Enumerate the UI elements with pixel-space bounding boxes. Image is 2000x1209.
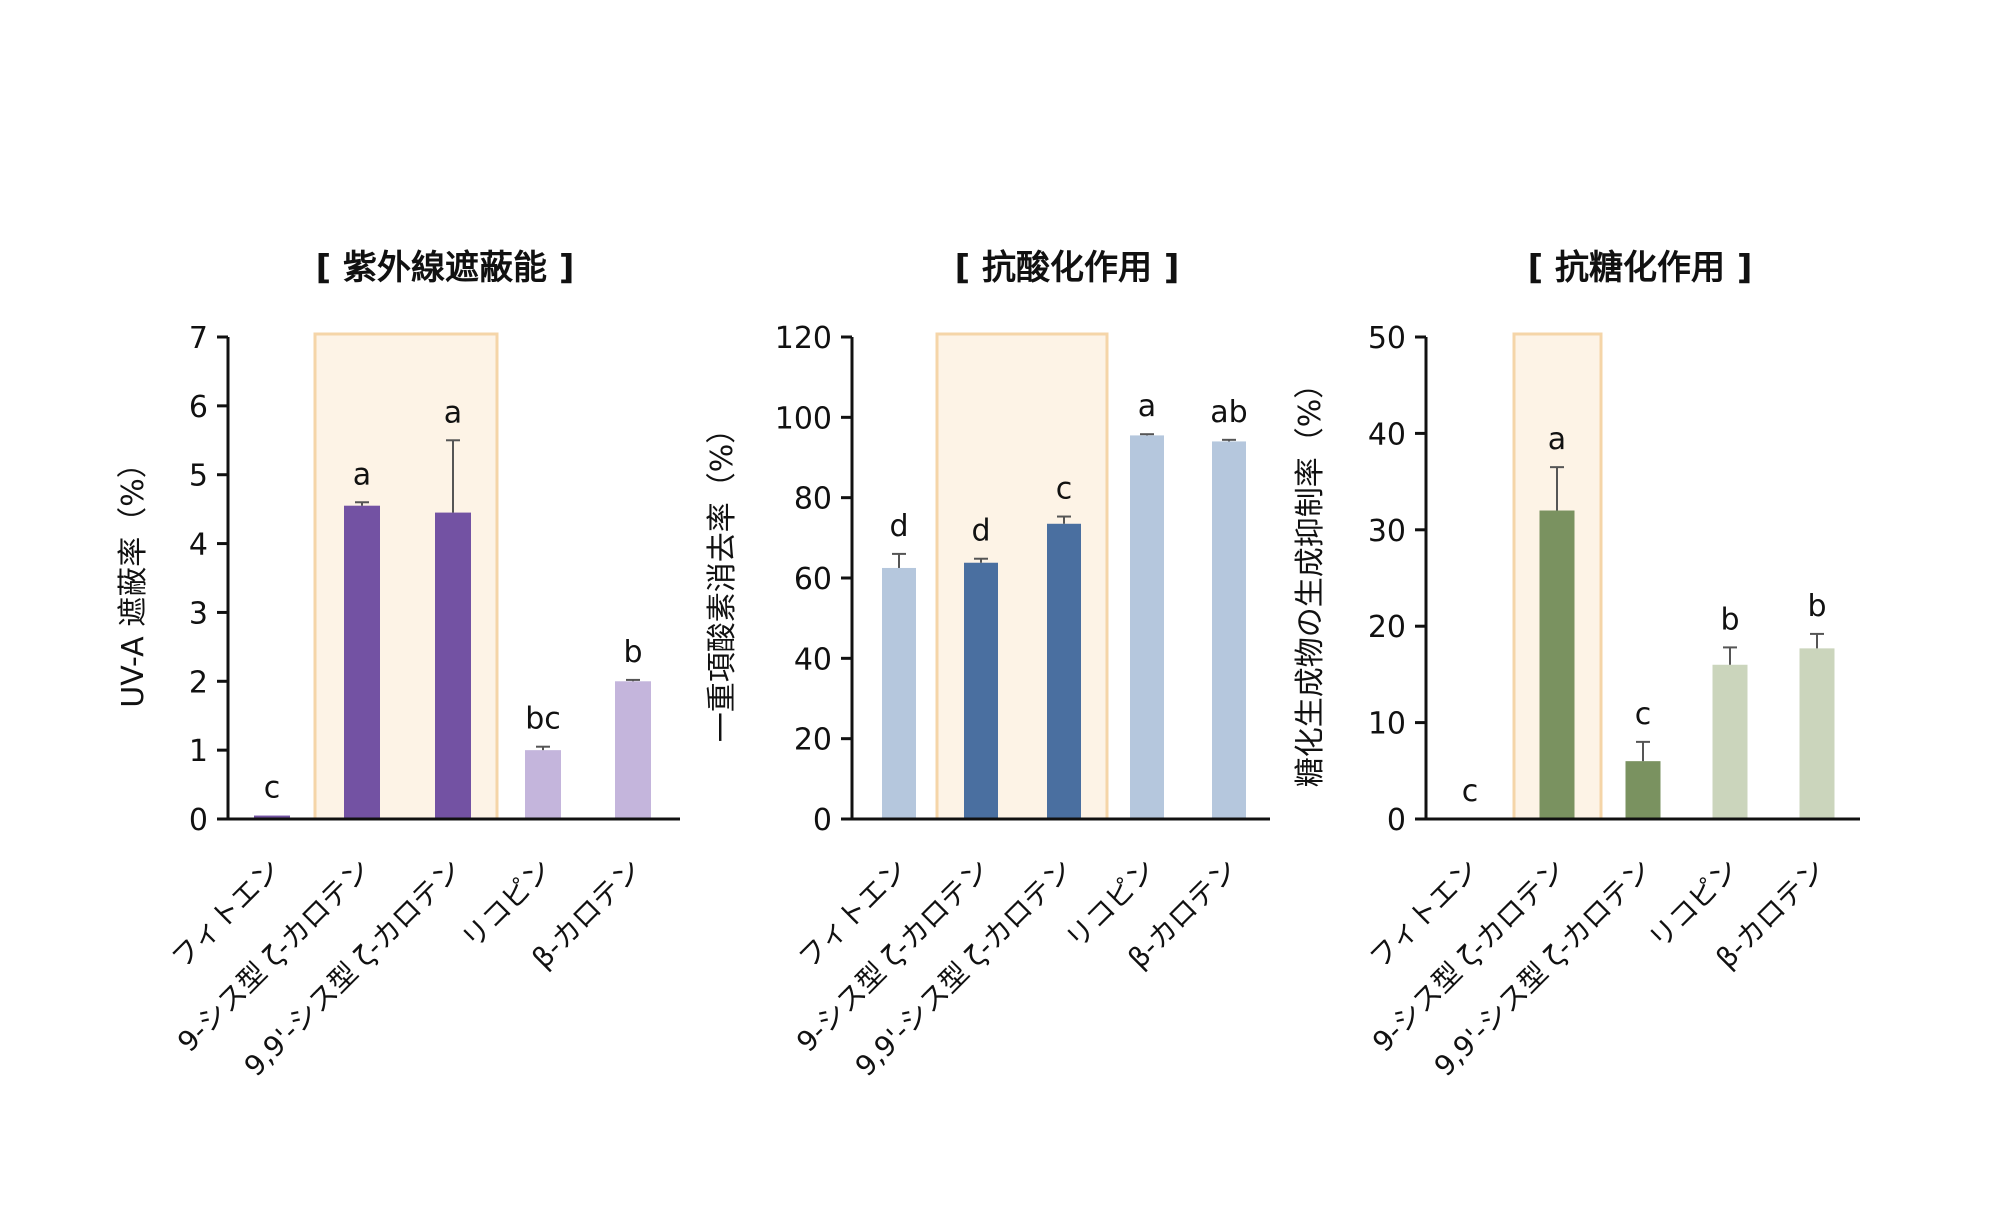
significance-letter: c [1635,697,1652,732]
significance-letter: b [1807,589,1826,624]
y-tick-label: 20 [794,723,832,758]
y-tick-label: 100 [775,401,832,436]
bar [344,505,380,819]
y-tick-label: 10 [1368,707,1406,742]
bar [525,750,561,819]
chart-title: [ 紫外線遮蔽能 ] [316,248,575,288]
y-tick-label: 2 [189,665,208,700]
significance-letter: b [623,635,642,670]
significance-letter: a [353,457,371,492]
y-tick-label: 0 [1387,803,1406,838]
y-tick-label: 20 [1368,610,1406,645]
significance-letter: d [971,514,990,549]
y-tick-label: 50 [1368,321,1406,356]
bar [1799,648,1835,819]
y-tick-label: 60 [794,562,832,597]
bar [1539,510,1575,819]
y-tick-label: 30 [1368,514,1406,549]
significance-letter: a [444,395,462,430]
y-axis-label: 糖化生成物の生成抑制率（%） [1293,369,1328,788]
significance-letter: b [1720,602,1739,637]
y-tick-label: 3 [189,596,208,631]
bar [435,512,471,819]
y-axis-label: 一重項酸素消去率（%） [705,414,740,743]
y-tick-label: 5 [189,459,208,494]
significance-letter: ab [1210,395,1247,430]
significance-letter: d [889,509,908,544]
y-tick-label: 4 [189,528,208,563]
y-tick-label: 0 [813,803,832,838]
bar [1130,435,1164,819]
y-tick-label: 7 [189,321,208,356]
bar [254,815,290,819]
bar [1212,441,1246,819]
chart-title: [ 抗酸化作用 ] [955,248,1180,288]
y-tick-label: 0 [189,803,208,838]
y-tick-label: 120 [775,321,832,356]
significance-letter: a [1548,422,1566,457]
significance-letter: c [1462,774,1479,809]
bar [615,681,651,819]
significance-letter: c [264,771,281,806]
significance-letter: c [1056,472,1073,507]
bar [1047,523,1081,819]
y-tick-label: 40 [794,642,832,677]
y-tick-label: 6 [189,390,208,425]
significance-letter: bc [525,702,561,737]
y-tick-label: 1 [189,734,208,769]
bar [1712,664,1748,819]
chart-2: [ 抗酸化作用 ] 一重項酸素消去率（%） 0 20 40 60 80 100 120 d d c a a… [705,248,1270,1083]
y-tick-label: 40 [1368,417,1406,452]
chart-title: [ 抗糖化作用 ] [1528,248,1753,288]
chart-1: [ 紫外線遮蔽能 ]UV-A 遮蔽率（%）01234567caabcbフィトエン… [116,248,680,1083]
highlight-region [935,332,1109,821]
y-axis-label: UV-A 遮蔽率（%） [116,448,151,707]
significance-letter: a [1138,389,1156,424]
bar [1625,761,1661,819]
bar [882,567,916,819]
bar [964,562,998,819]
y-tick-label: 80 [794,482,832,517]
